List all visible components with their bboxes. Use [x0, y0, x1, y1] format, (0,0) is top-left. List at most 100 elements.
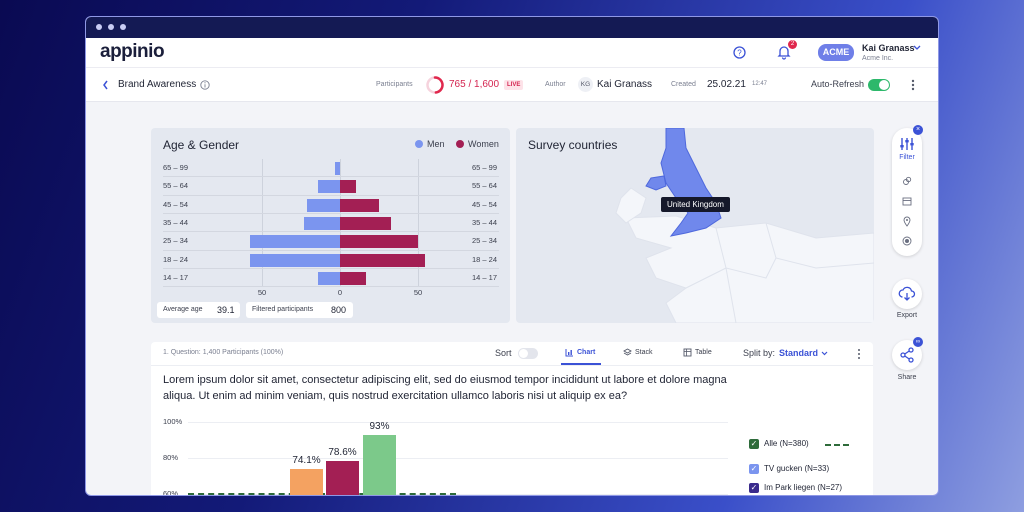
legend-women-swatch [456, 140, 464, 148]
bar-value-label: 78.6% [328, 446, 357, 458]
window-dot [96, 24, 102, 30]
live-badge: LIVE [504, 80, 524, 90]
row-divider [163, 212, 499, 214]
chevron-down-icon[interactable] [913, 45, 921, 51]
sort-toggle[interactable] [518, 348, 538, 359]
question-meta: 1. Question: 1,400 Participants (100%) [163, 349, 284, 356]
ireland-shape[interactable] [645, 175, 667, 191]
bar-chart-icon [565, 349, 573, 357]
bar-women [340, 235, 418, 249]
question-text-line1: Lorem ipsum dolor sit amet, consectetur … [163, 374, 727, 386]
age-label-right: 65 – 99 [472, 163, 498, 172]
help-circle-icon[interactable]: ? [733, 46, 746, 59]
tab-chart[interactable]: Chart [561, 342, 601, 365]
row-divider [163, 231, 499, 233]
share-icon [900, 347, 914, 363]
question-legend: ✓ Alle (N=380) ✓ TV gucken (N=33) ✓ Im Park l… [749, 438, 869, 495]
gender-icon[interactable] [902, 176, 912, 186]
y-grid-line [188, 494, 728, 495]
back-arrow-icon[interactable] [102, 80, 109, 90]
legend-checkbox[interactable]: ✓ [749, 464, 759, 474]
calendar-icon[interactable] [902, 196, 912, 206]
export-button[interactable] [892, 279, 922, 309]
y-tick-label: 100% [163, 417, 183, 426]
row-divider [163, 286, 499, 288]
filter-label[interactable]: Filter [899, 154, 915, 161]
survey-title: Brand Awareness [118, 79, 197, 90]
y-grid-line [188, 458, 728, 459]
survey-countries-card: Survey countries United Kingdom [516, 128, 874, 323]
split-chevron-down-icon[interactable] [821, 351, 828, 356]
author-avatar: KG [578, 77, 593, 92]
svg-text:?: ? [737, 49, 742, 58]
result-bar [363, 434, 396, 495]
map-tooltip: United Kingdom [661, 197, 730, 212]
participants-value: 765 / 1,600 [449, 79, 500, 90]
sort-toggle-knob [519, 349, 528, 358]
brand-badge: ACME [818, 44, 854, 61]
divider [151, 365, 873, 366]
age-gender-pyramid-chart: 65 – 99 65 – 99 55 – 64 55 – 64 45 – 54 45 – … [151, 128, 510, 323]
x-tick-label: 50 [257, 288, 267, 297]
age-label-right: 14 – 17 [472, 272, 498, 282]
bar-men [304, 216, 340, 230]
top-header: appinio ? 2 ACME Kai Granass Acme Inc. [86, 38, 938, 68]
legend-men-label: Men [427, 139, 445, 149]
y-tick-label: 80% [163, 453, 179, 462]
age-label-left: 14 – 17 [163, 272, 189, 282]
more-options-icon[interactable] [911, 78, 915, 92]
target-icon[interactable] [902, 236, 912, 246]
question-bar-chart: 100% 80% 60% 74.1% 78.6% 93% [151, 412, 731, 495]
survey-header: Brand Awareness Participants 765 / 1,600… [86, 68, 938, 102]
share-button[interactable]: ∞ [892, 337, 923, 370]
user-name[interactable]: Kai Granass [862, 43, 915, 53]
legend-label: TV gucken (N=33) [764, 464, 830, 473]
grid-line [262, 159, 263, 287]
export-label: Export [896, 312, 918, 319]
created-time: 12:47 [752, 81, 768, 87]
split-by-value[interactable]: Standard [779, 348, 819, 358]
tab-table[interactable]: Table [679, 342, 721, 365]
bar-men [335, 162, 340, 175]
bar-men [318, 180, 340, 194]
filtered-participants-chip: Filtered participants 800 [246, 302, 353, 318]
legend-label: Im Park liegen (N=27) [764, 483, 843, 492]
question-more-icon[interactable] [857, 348, 861, 360]
legend-dash [825, 444, 849, 446]
author-label: Author [545, 81, 566, 88]
bell-icon[interactable] [777, 45, 791, 60]
x-tick-label: 50 [413, 288, 423, 297]
legend-men-swatch [415, 140, 423, 148]
age-label-left: 65 – 99 [163, 163, 189, 172]
participants-label: Participants [376, 81, 413, 88]
legend-item[interactable]: ✓ Alle (N=380) [749, 438, 869, 452]
legend-checkbox[interactable]: ✓ [749, 483, 759, 493]
filtered-participants-label: Filtered participants [252, 306, 314, 313]
toggle-knob [879, 80, 889, 90]
age-label-left: 35 – 44 [163, 217, 189, 227]
legend-item[interactable]: ✓ Im Park liegen (N=27) [749, 482, 869, 495]
bar-value-label: 93% [369, 420, 390, 432]
tab-stack-label: Stack [635, 349, 653, 356]
average-age-value: 39.1 [217, 305, 235, 315]
question-card: 1. Question: 1,400 Participants (100%) S… [151, 342, 873, 495]
info-icon[interactable] [200, 80, 210, 90]
window-dot [108, 24, 114, 30]
legend-item[interactable]: ✓ TV gucken (N=33) [749, 463, 869, 477]
app-window: appinio ? 2 ACME Kai Granass Acme Inc. B… [85, 16, 939, 496]
age-label-right: 18 – 24 [472, 254, 498, 264]
tab-stack[interactable]: Stack [619, 342, 661, 365]
location-pin-icon[interactable] [902, 216, 912, 227]
share-badge: ∞ [913, 337, 923, 347]
legend-checkbox[interactable]: ✓ [749, 439, 759, 449]
clear-filter-badge[interactable]: × [913, 125, 923, 135]
app-logo[interactable]: appinio [100, 41, 165, 62]
sliders-icon[interactable] [899, 137, 915, 151]
auto-refresh-toggle[interactable] [868, 79, 890, 91]
bar-men [307, 198, 340, 212]
notification-badge: 2 [788, 40, 797, 49]
grid-line [418, 159, 419, 287]
created-date: 25.02.21 [707, 79, 746, 90]
age-label-right: 25 – 34 [472, 236, 498, 246]
cloud-download-icon [898, 286, 916, 301]
